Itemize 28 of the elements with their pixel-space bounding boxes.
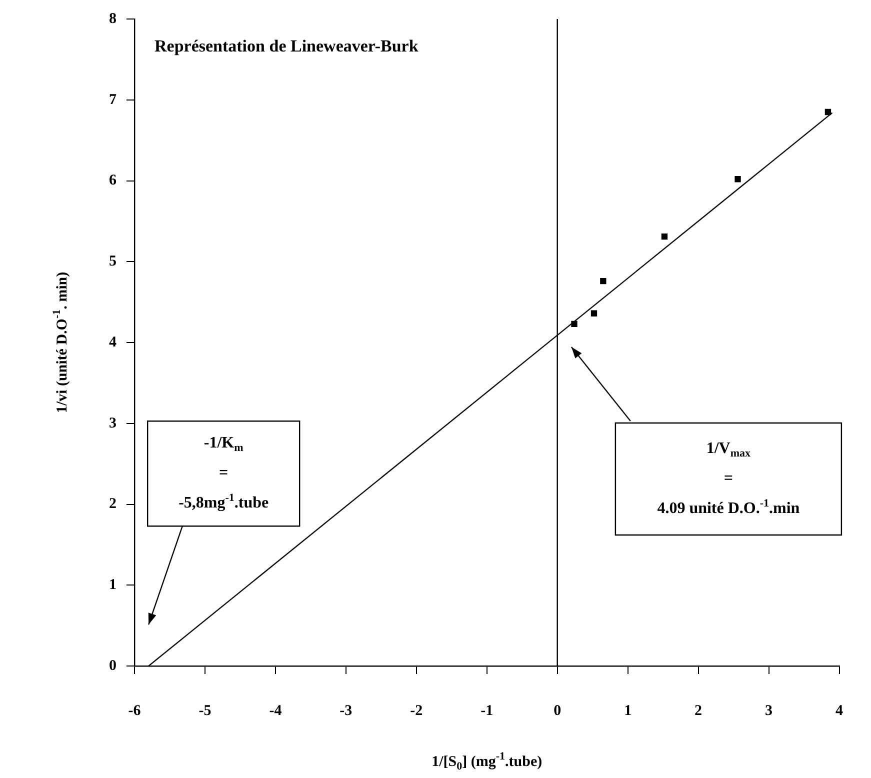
x-tick-label: -6: [128, 702, 142, 719]
y-axis-title: 1/vi (unité D.O-1. min): [51, 272, 70, 414]
x-tick-label: 4: [836, 702, 844, 719]
x-tick-label: -1: [480, 702, 494, 719]
x-tick-label: -5: [198, 702, 212, 719]
x-tick-label: 0: [554, 702, 562, 719]
y-tick-label: 7: [109, 92, 117, 108]
y-tick-label: 6: [109, 172, 117, 189]
point: [734, 176, 741, 182]
y-tick-label: 4: [109, 334, 117, 350]
point: [600, 278, 606, 284]
y-tick-label: 1: [109, 577, 116, 593]
point: [590, 310, 598, 316]
point: [824, 108, 832, 116]
y-tick-label: 3: [109, 415, 116, 432]
x-tick-label: -3: [340, 702, 352, 719]
x-tick-label: 3: [765, 702, 773, 719]
y-tick-label: 0: [109, 658, 116, 674]
point: [571, 320, 578, 327]
y-tick-label: 5: [109, 254, 116, 270]
y-tick-label: 2: [109, 496, 116, 512]
x-tick-label: -2: [410, 702, 423, 719]
text: Représentation de Lineweaver-Burk: [154, 36, 419, 56]
point: [661, 233, 668, 240]
x-tick-label: 2: [694, 702, 702, 719]
x-tick-label: -4: [269, 702, 282, 719]
x-tick-label: 1: [624, 702, 632, 719]
y-tick-label: 8: [109, 10, 116, 27]
